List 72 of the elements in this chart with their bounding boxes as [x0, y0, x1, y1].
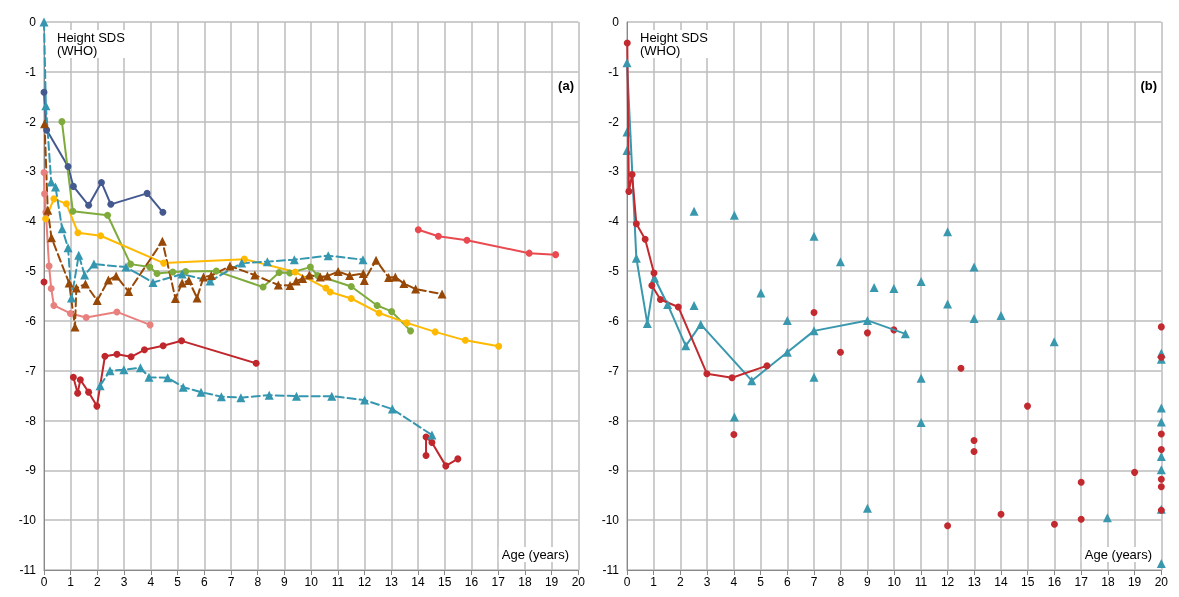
- y-axis-title: Height SDS (WHO): [640, 30, 709, 58]
- x-tick-label: 19: [544, 575, 559, 589]
- y-tick-label: -10: [601, 513, 620, 528]
- y-tick-label: -3: [25, 164, 37, 179]
- y-tick-label: -8: [608, 413, 620, 428]
- x-tick-label: 13: [384, 575, 399, 589]
- x-tick-label: 11: [914, 575, 928, 589]
- x-tick-label: 12: [357, 575, 372, 589]
- y-tick-label: -2: [25, 114, 37, 129]
- x-tick-label: 1: [650, 575, 658, 589]
- y-axis-title: Height SDS (WHO): [57, 30, 126, 58]
- x-tick-label: 17: [491, 575, 506, 589]
- x-tick-label: 3: [703, 575, 711, 589]
- y-tick-label: 0: [29, 15, 37, 29]
- y-tick-label: -5: [608, 264, 620, 279]
- y-tick-label: -11: [602, 563, 620, 577]
- x-tick-label: 6: [783, 575, 791, 589]
- x-tick-label: 2: [677, 575, 685, 589]
- y-tick-label: -1: [608, 64, 620, 79]
- x-tick-label: 0: [623, 575, 631, 589]
- y-tick-label: -7: [608, 363, 620, 378]
- x-axis-title: Age (years): [1084, 547, 1153, 562]
- x-tick-label: 4: [730, 575, 738, 589]
- y-tick-label: -4: [608, 214, 620, 229]
- y-tick-label: -3: [608, 164, 620, 179]
- x-tick-label: 8: [837, 575, 845, 589]
- x-tick-label: 4: [147, 575, 155, 589]
- x-tick-label: 14: [411, 575, 426, 589]
- x-tick-label: 19: [1127, 575, 1142, 589]
- x-tick-label: 15: [438, 575, 452, 589]
- x-tick-label: 16: [1047, 575, 1062, 589]
- y-tick-label: -6: [608, 313, 620, 328]
- y-tick-label: -7: [25, 363, 37, 378]
- x-tick-label: 17: [1074, 575, 1089, 589]
- x-tick-label: 12: [940, 575, 955, 589]
- y-tick-label: -8: [25, 413, 37, 428]
- y-tick-label: -1: [25, 64, 37, 79]
- x-tick-label: 8: [254, 575, 262, 589]
- x-tick-label: 18: [1101, 575, 1115, 589]
- x-tick-label: 14: [994, 575, 1009, 589]
- y-tick-label: -9: [25, 463, 37, 478]
- x-tick-label: 10: [887, 575, 902, 589]
- y-tick-label: 0: [612, 15, 620, 29]
- x-tick-label: 15: [1021, 575, 1035, 589]
- x-tick-label: 9: [281, 575, 289, 589]
- x-tick-label: 7: [227, 575, 235, 589]
- x-tick-label: 1: [67, 575, 75, 589]
- y-tick-label: -10: [18, 513, 37, 528]
- y-tick-label: -5: [25, 264, 37, 279]
- x-tick-label: 13: [967, 575, 982, 589]
- x-tick-label: 18: [518, 575, 532, 589]
- y-tick-label: -2: [608, 114, 620, 129]
- x-tick-label: 0: [40, 575, 48, 589]
- x-tick-label: 7: [810, 575, 818, 589]
- x-axis-title: Age (years): [501, 547, 570, 562]
- x-tick-label: 16: [464, 575, 479, 589]
- x-tick-label: 20: [571, 575, 586, 589]
- x-tick-label: 20: [1154, 575, 1169, 589]
- x-tick-label: 11: [331, 575, 345, 589]
- x-tick-label: 3: [120, 575, 128, 589]
- x-tick-label: 6: [200, 575, 208, 589]
- x-tick-label: 9: [864, 575, 872, 589]
- text: (a): [558, 78, 574, 93]
- y-tick-label: -4: [25, 214, 37, 229]
- y-tick-label: -6: [25, 313, 37, 328]
- x-tick-label: 2: [94, 575, 102, 589]
- y-tick-label: -11: [19, 563, 37, 577]
- x-tick-label: 5: [174, 575, 182, 589]
- x-tick-label: 5: [757, 575, 765, 589]
- text: (b): [1140, 78, 1158, 93]
- y-tick-label: -9: [608, 463, 620, 478]
- x-tick-label: 10: [304, 575, 319, 589]
